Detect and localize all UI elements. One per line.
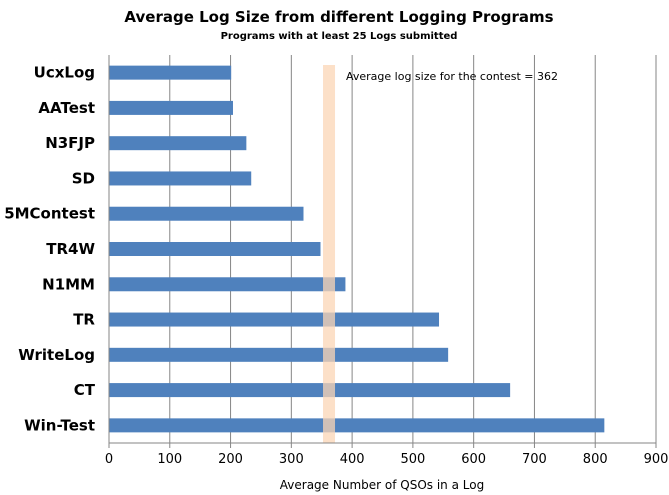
category-label: AATest — [38, 99, 95, 117]
chart-title: Average Log Size from different Logging … — [124, 8, 553, 26]
reference-band — [323, 65, 336, 443]
bars — [109, 65, 605, 433]
x-tick-label: 800 — [583, 452, 608, 467]
bar-ct — [109, 383, 511, 398]
bar-n1mm — [109, 277, 346, 292]
category-labels: UcxLog AATest N3FJP SD 5MContest TR4W N1MM TR Wr… — [4, 64, 96, 435]
x-tick-label: 200 — [218, 452, 243, 467]
category-label: CT — [74, 381, 96, 399]
reference-band-rect — [323, 65, 336, 443]
category-label: WriteLog — [18, 346, 95, 364]
bar-n3fjp — [109, 136, 247, 151]
x-tick-label: 700 — [522, 452, 547, 467]
x-axis-title: Average Number of QSOs in a Log — [280, 478, 484, 492]
bar-sd — [109, 171, 252, 186]
gridlines — [169, 55, 657, 443]
category-label: TR4W — [46, 240, 95, 258]
bar-win-test — [109, 418, 605, 433]
x-tick-label: 100 — [157, 452, 182, 467]
x-tick-label: 900 — [644, 452, 669, 467]
x-tick-label: 500 — [400, 452, 425, 467]
bar-writelog — [109, 347, 449, 362]
category-label: N3FJP — [45, 134, 95, 152]
category-label: 5MContest — [4, 205, 95, 223]
reference-annotation: Average log size for the contest = 362 — [346, 70, 558, 83]
bar-tr4w — [109, 242, 321, 256]
category-label: N1MM — [42, 275, 95, 293]
x-tick-label: 600 — [461, 452, 486, 467]
chart-subtitle: Programs with at least 25 Logs submitted — [221, 31, 458, 42]
axes: 0 100 200 300 400 500 600 700 800 900 — [105, 55, 669, 467]
category-label: TR — [73, 311, 95, 329]
category-label: Win-Test — [24, 416, 95, 434]
bar-ucxlog — [109, 65, 232, 80]
x-tick-label: 0 — [105, 452, 113, 467]
bar-aatest — [109, 100, 233, 115]
bar-tr — [109, 312, 440, 327]
x-tick-label: 300 — [279, 452, 304, 467]
category-label: UcxLog — [34, 64, 95, 82]
bar-5mcontest — [109, 206, 304, 221]
x-tick-label: 400 — [340, 452, 365, 467]
category-label: SD — [72, 169, 95, 187]
